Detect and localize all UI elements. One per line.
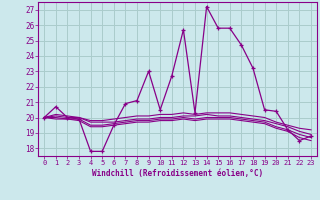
X-axis label: Windchill (Refroidissement éolien,°C): Windchill (Refroidissement éolien,°C): [92, 169, 263, 178]
